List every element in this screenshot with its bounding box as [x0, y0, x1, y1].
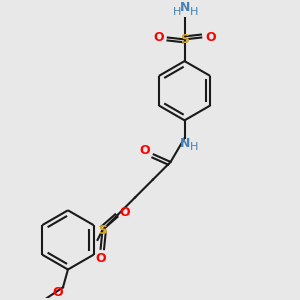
Text: O: O	[119, 206, 130, 219]
Text: O: O	[95, 252, 106, 265]
Text: H: H	[190, 7, 199, 17]
Text: O: O	[205, 31, 215, 44]
Text: O: O	[140, 144, 150, 157]
Text: N: N	[180, 1, 191, 14]
Text: S: S	[98, 224, 107, 236]
Text: N: N	[180, 136, 191, 149]
Text: H: H	[190, 142, 199, 152]
Text: O: O	[154, 31, 164, 44]
Text: H: H	[172, 7, 181, 17]
Text: O: O	[53, 286, 63, 299]
Text: S: S	[180, 33, 189, 46]
